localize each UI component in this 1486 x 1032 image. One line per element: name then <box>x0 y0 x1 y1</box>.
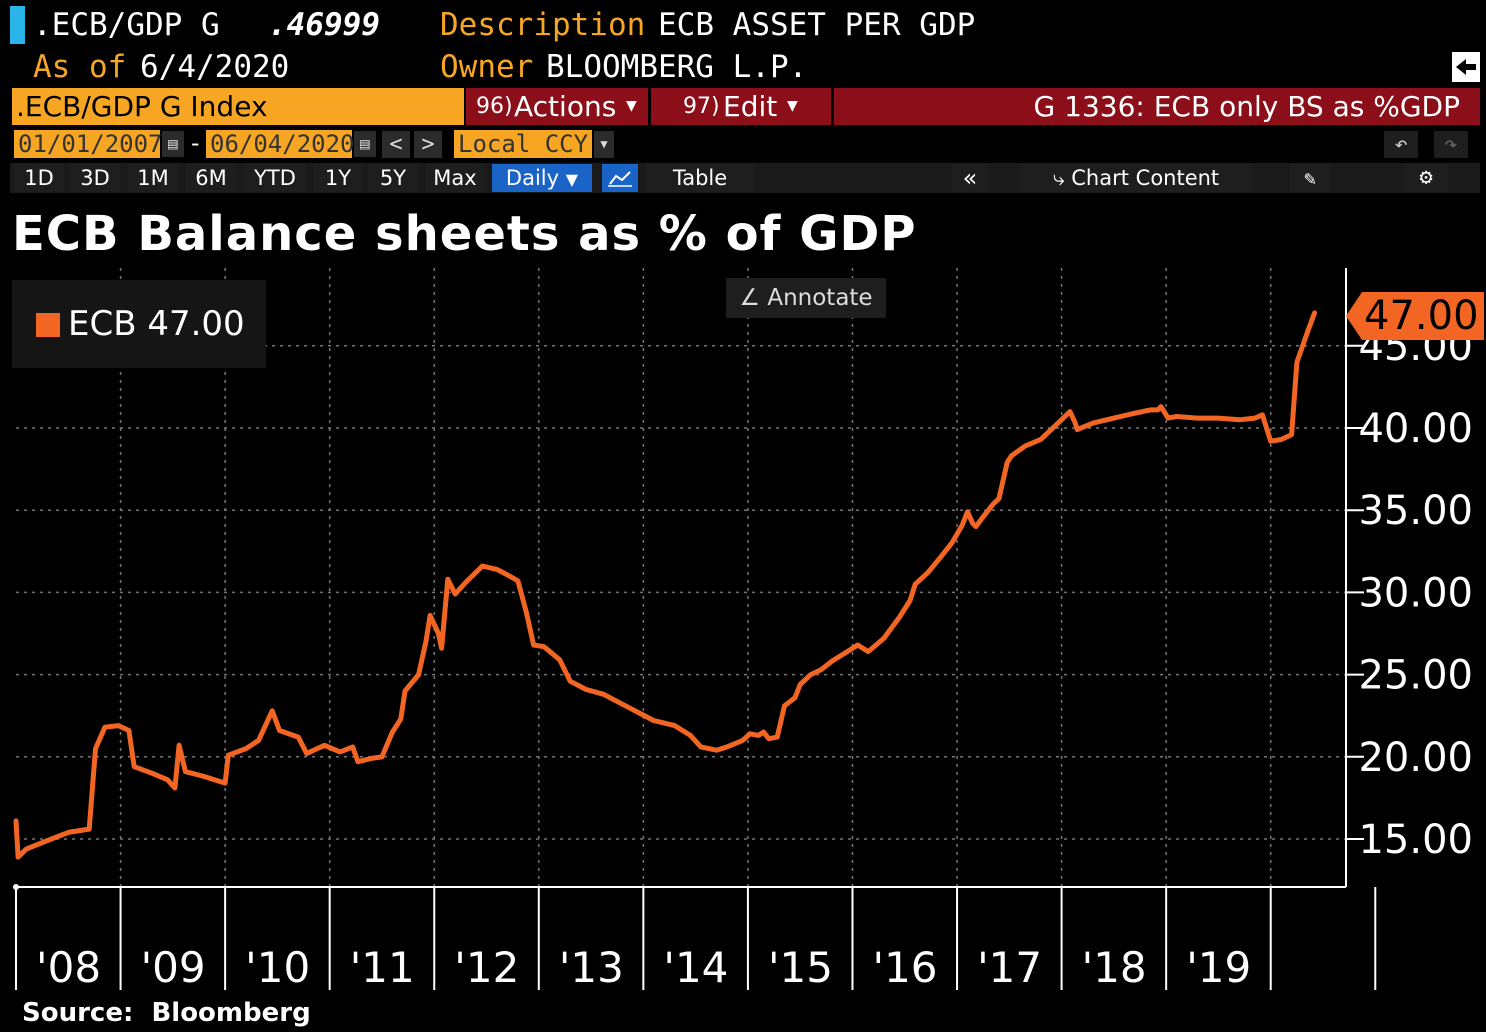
last-value: .46999 <box>268 7 380 43</box>
actions-number: 96) <box>476 94 513 119</box>
x-tick-label: '14 <box>663 943 728 992</box>
y-tick-label: 20.00 <box>1358 735 1473 781</box>
x-tick-label: '15 <box>768 943 833 992</box>
chevron-down-icon: ▼ <box>787 98 798 114</box>
axis-origin-dot <box>13 884 19 890</box>
frequency-select[interactable]: Daily ▼ <box>492 164 592 192</box>
next-period-button[interactable]: > <box>414 131 442 158</box>
exit-icon[interactable] <box>1452 52 1480 82</box>
currency-chevron-icon[interactable]: ▼ <box>594 131 614 158</box>
chart-title: ECB Balance sheets as % of GDP <box>12 206 917 262</box>
end-date-field[interactable]: 06/04/2020 <box>206 130 355 158</box>
x-tick-label: '17 <box>977 943 1042 992</box>
x-tick-label: '10 <box>245 943 310 992</box>
actions-label: Actions <box>514 90 617 123</box>
x-axis-labels: '08 '09 '10 '11 '12 '13 '14 '15 '16 '17 '18 '19 <box>36 943 1251 992</box>
x-tick-label: '19 <box>1186 943 1251 992</box>
annotate-label: Annotate <box>767 285 873 311</box>
chart-content-icon: ⤷ <box>1052 166 1072 190</box>
chevron-down-icon: ▼ <box>565 170 579 189</box>
chart-content-label: Chart Content <box>1071 166 1220 190</box>
date-separator: - <box>188 129 203 157</box>
chart-id[interactable]: G 1336: ECB only BS as %GDP <box>834 88 1480 125</box>
edit-number: 97) <box>683 94 720 119</box>
legend: ECB 47.00 <box>12 280 266 368</box>
source-note: Source: Bloomberg <box>22 998 311 1028</box>
edit-label: Edit <box>723 90 778 123</box>
legend-label: ECB 47.00 <box>68 304 245 344</box>
owner-value: BLOOMBERG L.P. <box>546 49 808 85</box>
chevron-down-icon: ▼ <box>626 98 637 114</box>
period-1d[interactable]: 1D <box>14 164 64 192</box>
table-button[interactable]: Table <box>646 164 754 192</box>
period-3d[interactable]: 3D <box>70 164 120 192</box>
frequency-label: Daily <box>505 166 560 190</box>
chart-grid <box>16 268 1346 887</box>
x-tick-label: '11 <box>350 943 415 992</box>
y-tick-label: 40.00 <box>1358 406 1473 452</box>
ticker-cursor <box>10 6 25 44</box>
x-tick-label: '13 <box>559 943 624 992</box>
period-6m[interactable]: 6M <box>186 164 236 192</box>
as-of-label: As of <box>33 49 127 85</box>
last-value-tag-text: 47.00 <box>1364 293 1479 339</box>
ticker-symbol: .ECB/GDP G <box>33 7 220 43</box>
calendar-icon[interactable]: ▤ <box>162 131 184 157</box>
y-tick-label: 15.00 <box>1358 817 1473 863</box>
annotate-button[interactable]: ∠ Annotate <box>726 278 886 318</box>
prev-period-button[interactable]: < <box>382 131 410 158</box>
x-tick-label: '12 <box>454 943 519 992</box>
description-label: Description <box>440 7 646 43</box>
gear-icon[interactable]: ⚙ <box>1404 164 1448 192</box>
y-tick-label: 25.00 <box>1358 653 1473 699</box>
x-tick-label: '18 <box>1082 943 1147 992</box>
x-tick-label: '09 <box>141 943 206 992</box>
x-tick-label: '16 <box>873 943 938 992</box>
edit-pencil-icon[interactable]: ✎ <box>1290 164 1330 192</box>
chart-content-button[interactable]: ⤷ Chart Content <box>1020 164 1252 192</box>
last-value-tag: 47.00 <box>1346 292 1484 340</box>
security-field[interactable]: .ECB/GDP G Index <box>12 88 464 125</box>
collapse-icon[interactable]: « <box>952 164 988 192</box>
period-1y[interactable]: 1Y <box>314 164 362 192</box>
period-ytd[interactable]: YTD <box>244 164 306 192</box>
actions-menu[interactable]: 96) Actions ▼ <box>466 88 648 125</box>
x-tick-label: '08 <box>36 943 101 992</box>
line-chart-icon[interactable] <box>602 164 638 192</box>
description-value: ECB ASSET PER GDP <box>658 7 976 43</box>
calendar-icon[interactable]: ▤ <box>354 131 376 157</box>
period-max[interactable]: Max <box>426 164 484 192</box>
y-tick-label: 30.00 <box>1358 570 1473 616</box>
redo-icon[interactable]: ↷ <box>1434 131 1468 158</box>
series-line-ecb <box>13 310 1318 860</box>
period-5y[interactable]: 5Y <box>368 164 418 192</box>
edit-menu[interactable]: 97) Edit ▼ <box>651 88 831 125</box>
chart-axes <box>13 268 1377 990</box>
chart-series <box>13 310 1318 860</box>
as-of-date: 6/4/2020 <box>140 49 290 85</box>
period-1m[interactable]: 1M <box>128 164 178 192</box>
legend-swatch <box>36 313 60 337</box>
start-date-field[interactable]: 01/01/2007 <box>14 130 163 158</box>
annotate-icon: ∠ <box>739 285 768 311</box>
undo-icon[interactable]: ↶ <box>1384 131 1418 158</box>
y-tick-label: 35.00 <box>1358 488 1473 534</box>
currency-select[interactable]: Local CCY <box>454 130 592 158</box>
owner-label: Owner <box>440 49 534 85</box>
